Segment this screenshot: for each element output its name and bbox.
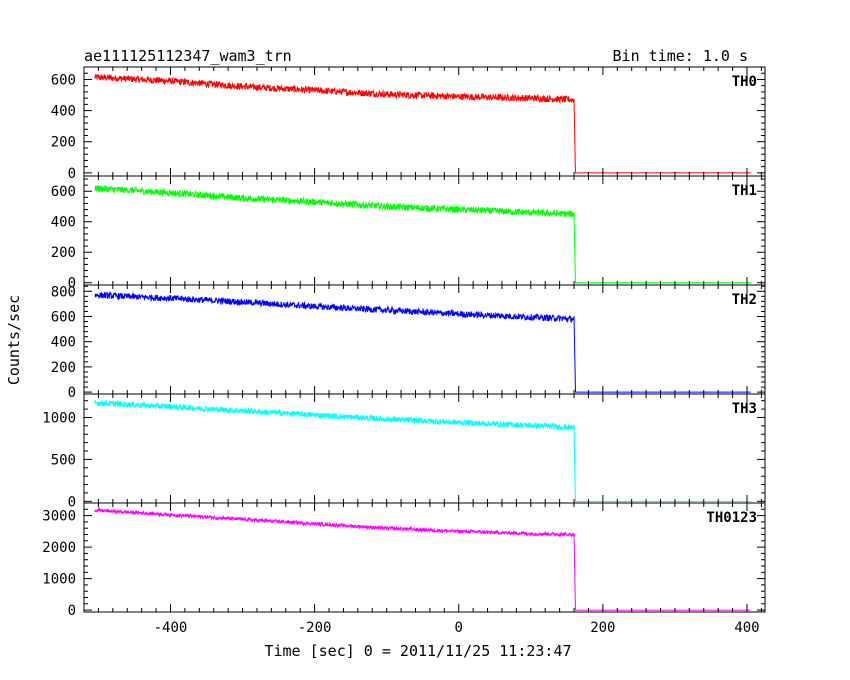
panel-label-th3: TH3	[732, 401, 757, 417]
y-tick-label: 400	[51, 335, 76, 351]
x-tick-label: 200	[590, 620, 615, 636]
y-tick-label: 200	[51, 135, 76, 151]
y-tick-label: 0	[68, 166, 76, 182]
x-axis-label: Time [sec] 0 = 2011/11/25 11:23:47	[264, 642, 571, 660]
y-axis-label: Counts/sec	[5, 295, 23, 385]
x-tick-label: -400	[154, 620, 188, 636]
y-tick-label: 3000	[42, 509, 76, 525]
y-tick-label: 600	[51, 72, 76, 88]
panel-th0: 0 200 400 600 TH0	[51, 66, 766, 182]
series-th3	[94, 398, 751, 502]
panel-frame	[83, 502, 766, 613]
panel-th2: 0 200 400 600 800 TH2	[51, 284, 766, 401]
y-tick-label: 600	[51, 310, 76, 326]
y-tick-label: 800	[51, 284, 76, 300]
y-tick-label: 0	[68, 494, 76, 510]
y-tick-label: 2000	[42, 540, 76, 556]
series-th1	[94, 184, 751, 284]
y-tick-label: 400	[51, 215, 76, 231]
y-tick-label: 200	[51, 245, 76, 261]
panel-th0123: 0 1000 2000 3000 TH0123	[42, 502, 766, 619]
panel-label-th2: TH2	[732, 292, 757, 308]
panel-frame	[83, 393, 766, 504]
y-tick-label: 0	[68, 603, 76, 619]
x-tick-label: 400	[734, 620, 759, 636]
panel-label-th0123: TH0123	[706, 510, 757, 526]
y-tick-label: 200	[51, 360, 76, 376]
chart-title: ae111125112347_wam3_trn	[84, 47, 292, 65]
panel-label-th1: TH1	[732, 183, 757, 199]
y-tick-label: 0	[68, 385, 76, 401]
y-tick-label: 0	[68, 276, 76, 292]
y-tick-label: 500	[51, 452, 76, 468]
y-tick-label: 400	[51, 104, 76, 120]
series-th2	[94, 290, 751, 393]
x-tick-label: 0	[455, 620, 463, 636]
panel-th1: 0 200 400 600 TH1	[51, 175, 766, 292]
bin-time-label: Bin time: 1.0 s	[613, 47, 748, 65]
panels-group: 0 200 400 600 TH0 0 200 400 600 TH1 0 200 400 600 800 T…	[42, 66, 766, 619]
x-tick-labels: -400 -200 0 200 400	[154, 620, 760, 636]
panel-frame	[83, 66, 766, 177]
y-tick-label: 1000	[42, 572, 76, 588]
series-th0123	[94, 506, 751, 611]
series-th0	[94, 73, 751, 174]
y-tick-label: 1000	[42, 410, 76, 426]
panel-th3: 0 500 1000 TH3	[42, 393, 766, 510]
panel-label-th0: TH0	[732, 74, 757, 90]
x-tick-label: -200	[298, 620, 332, 636]
y-tick-label: 600	[51, 184, 76, 200]
